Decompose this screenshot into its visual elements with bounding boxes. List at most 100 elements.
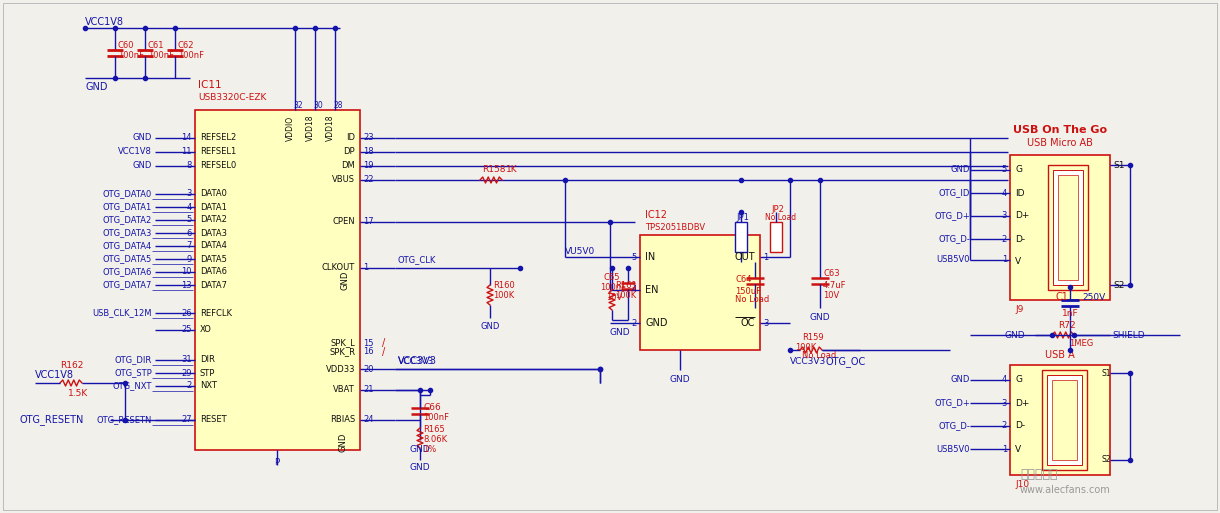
Text: 22: 22 xyxy=(364,175,373,185)
Text: ID: ID xyxy=(1015,188,1025,198)
Bar xyxy=(1053,170,1083,285)
Text: GND: GND xyxy=(85,82,107,92)
Text: IC11: IC11 xyxy=(198,80,222,90)
Text: 3: 3 xyxy=(1002,399,1006,407)
Text: DATA6: DATA6 xyxy=(200,267,227,277)
Text: GND: GND xyxy=(339,432,348,451)
Text: 100K: 100K xyxy=(493,290,515,300)
Text: 250V: 250V xyxy=(1082,292,1105,302)
Text: 电子发烧友: 电子发烧友 xyxy=(1020,468,1058,482)
Text: 150uF: 150uF xyxy=(734,286,761,295)
Text: OTG_D-: OTG_D- xyxy=(938,234,970,244)
Text: 1MEG: 1MEG xyxy=(1069,339,1093,347)
Text: IC12: IC12 xyxy=(645,210,667,220)
Text: OC: OC xyxy=(741,318,755,328)
Text: 14: 14 xyxy=(182,133,192,143)
Text: R165: R165 xyxy=(423,425,445,435)
Text: No Load: No Load xyxy=(765,213,797,223)
Text: RBIAS: RBIAS xyxy=(329,416,355,424)
Bar xyxy=(1058,175,1078,280)
Text: DATA7: DATA7 xyxy=(200,281,227,289)
Text: DATA2: DATA2 xyxy=(200,215,227,225)
Bar xyxy=(1048,165,1088,290)
Text: OUT: OUT xyxy=(734,252,755,262)
Text: 2: 2 xyxy=(1002,422,1006,430)
Text: 18: 18 xyxy=(364,148,373,156)
Text: OTG_CLK: OTG_CLK xyxy=(398,255,437,265)
Text: S1: S1 xyxy=(1113,161,1125,169)
Text: OTG_DATA2: OTG_DATA2 xyxy=(102,215,152,225)
Text: D+: D+ xyxy=(1015,211,1030,221)
Text: 8.06K: 8.06K xyxy=(423,436,447,444)
Text: R162: R162 xyxy=(60,361,83,369)
Text: 4: 4 xyxy=(1002,376,1006,385)
Text: VDDIO: VDDIO xyxy=(285,115,295,141)
Text: VCC1V8: VCC1V8 xyxy=(85,17,124,27)
Text: VDD18: VDD18 xyxy=(306,115,315,141)
Text: OTG_RESETN: OTG_RESETN xyxy=(20,415,84,425)
Text: VCC3V3: VCC3V3 xyxy=(398,356,437,366)
Text: 3: 3 xyxy=(1002,211,1006,221)
Text: S1: S1 xyxy=(1102,368,1111,378)
Text: R72: R72 xyxy=(1058,321,1076,329)
Text: 32: 32 xyxy=(293,101,303,109)
Text: ID: ID xyxy=(346,133,355,143)
Text: DATA3: DATA3 xyxy=(200,228,227,238)
Text: 5: 5 xyxy=(187,215,192,225)
Text: R160: R160 xyxy=(493,281,515,289)
Text: No Load: No Load xyxy=(802,350,836,360)
Bar xyxy=(1052,380,1077,460)
Text: REFCLK: REFCLK xyxy=(200,308,232,318)
Text: GND: GND xyxy=(133,133,152,143)
Text: 1K: 1K xyxy=(506,166,517,174)
Text: VCC1V8: VCC1V8 xyxy=(118,148,152,156)
Text: VDD33: VDD33 xyxy=(326,365,355,373)
Text: CPEN: CPEN xyxy=(332,218,355,227)
Text: www.alecfans.com: www.alecfans.com xyxy=(1020,485,1110,495)
Text: GND: GND xyxy=(610,328,631,337)
Text: 2: 2 xyxy=(632,319,637,327)
Text: C1: C1 xyxy=(1055,292,1068,302)
Text: D-: D- xyxy=(1015,422,1025,430)
Bar xyxy=(734,222,747,252)
Text: OTG_DATA0: OTG_DATA0 xyxy=(102,189,152,199)
Text: GND: GND xyxy=(950,166,970,174)
Text: 4.7uF: 4.7uF xyxy=(824,282,847,290)
Text: GND: GND xyxy=(810,313,831,322)
Text: C62: C62 xyxy=(178,42,194,50)
Text: OTG_DATA5: OTG_DATA5 xyxy=(102,254,152,264)
Text: 19: 19 xyxy=(364,162,373,170)
Text: S2: S2 xyxy=(1102,456,1111,464)
Text: 100K: 100K xyxy=(615,290,637,300)
Text: SHIELD: SHIELD xyxy=(1111,330,1144,340)
Text: GND: GND xyxy=(340,270,349,290)
Text: EN: EN xyxy=(645,285,659,295)
Text: VDD18: VDD18 xyxy=(326,115,336,141)
Text: J9: J9 xyxy=(1015,305,1024,314)
Text: OTG_DIR: OTG_DIR xyxy=(115,356,152,365)
Text: 17: 17 xyxy=(364,218,373,227)
Text: 100K: 100K xyxy=(795,343,816,351)
Text: 10V: 10V xyxy=(606,293,622,303)
Text: OTG_DATA6: OTG_DATA6 xyxy=(102,267,152,277)
Text: REFSEL1: REFSEL1 xyxy=(200,148,237,156)
Text: NXT: NXT xyxy=(200,382,217,390)
Text: OTG_D+: OTG_D+ xyxy=(935,399,970,407)
Text: 3: 3 xyxy=(762,319,769,327)
Text: RESET̅: RESET̅ xyxy=(200,416,227,424)
Text: VU5V0: VU5V0 xyxy=(565,247,595,255)
Text: 1%: 1% xyxy=(423,445,437,455)
Bar xyxy=(195,110,360,450)
Bar xyxy=(1042,370,1087,470)
Text: OTG_DATA4: OTG_DATA4 xyxy=(102,242,152,250)
Text: 9: 9 xyxy=(187,254,192,264)
Text: 4: 4 xyxy=(1002,188,1006,198)
Text: 7: 7 xyxy=(187,242,192,250)
Text: 6: 6 xyxy=(187,228,192,238)
Bar xyxy=(1010,365,1110,475)
Text: GND: GND xyxy=(670,375,691,384)
Text: DM: DM xyxy=(342,162,355,170)
Text: 15: 15 xyxy=(364,339,373,347)
Text: OTG_DATA7: OTG_DATA7 xyxy=(102,281,152,289)
Text: D-: D- xyxy=(1015,234,1025,244)
